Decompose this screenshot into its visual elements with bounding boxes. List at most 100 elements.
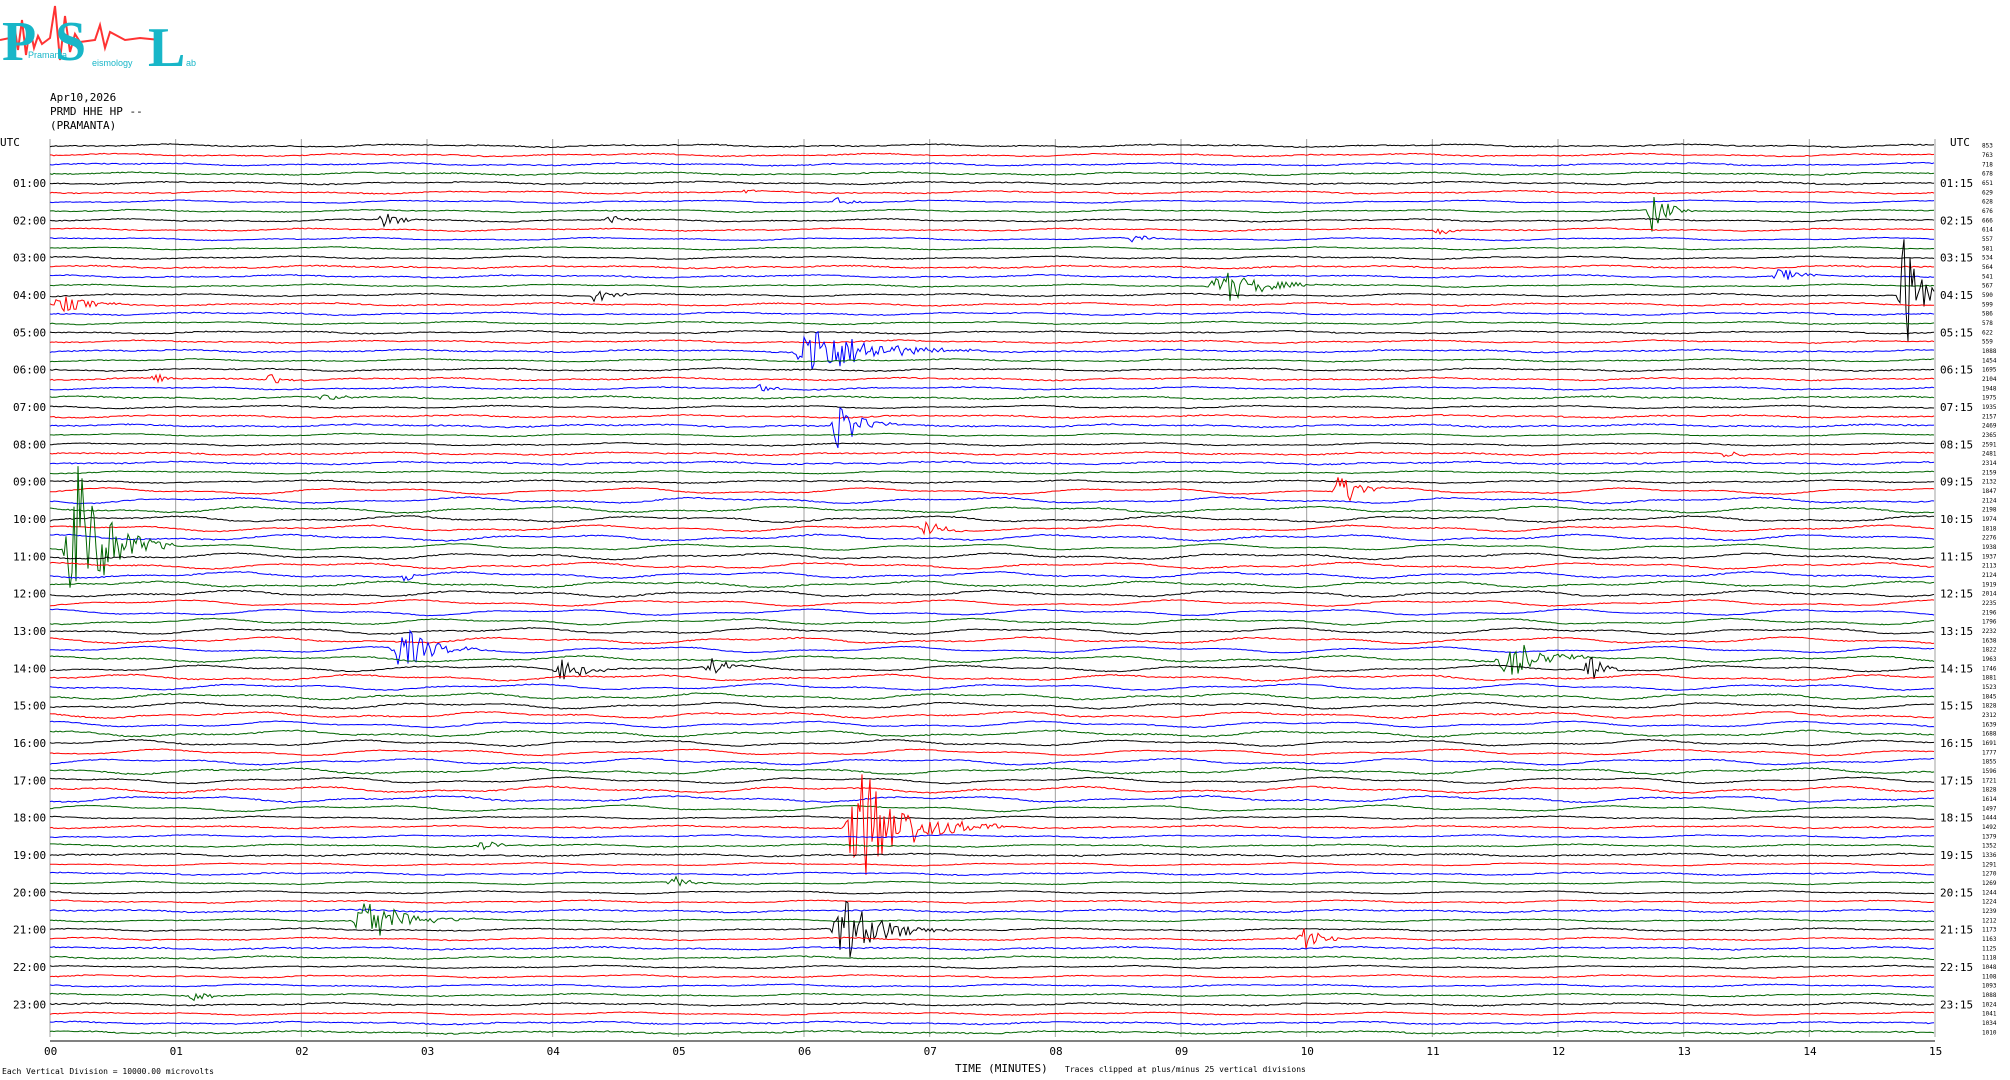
trace-value: 1919 — [1982, 581, 1997, 588]
left-hour-label: 11:00 — [13, 550, 46, 563]
trace-value: 1173 — [1982, 927, 1997, 934]
trace-value: 1088 — [1982, 992, 1997, 999]
trace-value: 2159 — [1982, 469, 1997, 476]
seismic-trace — [49, 329, 1935, 335]
seismic-trace — [49, 955, 1934, 961]
trace-value: 1777 — [1982, 749, 1997, 756]
trace-value: 1975 — [1982, 395, 1997, 402]
trace-value: 1691 — [1982, 740, 1997, 747]
right-hour-label: 04:15 — [1940, 289, 1973, 302]
right-hour-label: 02:15 — [1940, 214, 1973, 227]
trace-value: 2365 — [1982, 432, 1997, 439]
seismic-trace — [49, 394, 1935, 401]
seismic-trace — [49, 561, 1935, 570]
trace-value: 718 — [1982, 161, 1993, 168]
right-hour-label: 08:15 — [1940, 438, 1973, 451]
trace-value: 1379 — [1982, 833, 1997, 840]
seismic-trace — [49, 738, 1935, 748]
right-axis-title: UTC — [1950, 136, 1970, 149]
logo-letter-l: L — [148, 17, 185, 75]
seismic-trace — [49, 692, 1935, 701]
trace-value: 2196 — [1982, 609, 1997, 616]
trace-value: 1688 — [1982, 731, 1997, 738]
logo-seismogram — [0, 5, 161, 61]
right-hour-label: 21:15 — [1940, 924, 1973, 937]
left-hour-label: 08:00 — [13, 438, 46, 451]
left-hour-label: 02:00 — [13, 214, 46, 227]
left-hour-label: 20:00 — [13, 886, 46, 899]
seismic-trace — [50, 841, 1934, 851]
trace-value: 541 — [1982, 273, 1993, 280]
trace-value: 853 — [1982, 143, 1993, 150]
x-tick-label: 05 — [672, 1045, 685, 1058]
trace-value: 651 — [1982, 180, 1993, 187]
trace-value: 2312 — [1982, 712, 1997, 719]
seismic-trace — [49, 928, 1935, 949]
seismic-trace — [49, 451, 1935, 458]
seismic-trace — [50, 629, 1934, 665]
seismic-trace — [50, 834, 1935, 839]
trace-value: 1963 — [1982, 656, 1997, 663]
left-hour-label: 06:00 — [13, 364, 46, 377]
left-axis-title: UTC — [0, 136, 20, 149]
left-hour-label: 16:00 — [13, 737, 46, 750]
trace-value: 2124 — [1982, 572, 1997, 579]
right-hour-label: 13:15 — [1940, 625, 1973, 638]
trace-value: 2591 — [1982, 441, 1997, 448]
right-hour-label: 01:15 — [1940, 177, 1973, 190]
right-hour-label: 23:15 — [1940, 998, 1973, 1011]
seismic-trace — [50, 862, 1935, 867]
seismic-trace — [49, 774, 1935, 875]
seismic-trace — [49, 899, 1935, 904]
seismic-trace — [49, 1029, 1935, 1035]
trace-value: 1352 — [1982, 843, 1997, 850]
left-hour-label: 14:00 — [13, 662, 46, 675]
trace-value: 1746 — [1982, 665, 1997, 672]
seismic-trace — [49, 776, 1934, 785]
seismic-trace — [50, 804, 1935, 813]
trace-value: 586 — [1982, 311, 1993, 318]
logo-letter-s: S — [55, 11, 86, 73]
trace-value: 676 — [1982, 208, 1993, 215]
seismic-trace — [49, 460, 1935, 466]
seismic-trace — [49, 367, 1935, 373]
trace-value: 2157 — [1982, 413, 1997, 420]
trace-value: 581 — [1982, 245, 1993, 252]
seismic-trace — [49, 196, 1935, 232]
right-hour-label: 20:15 — [1940, 886, 1973, 899]
seismic-trace — [49, 852, 1935, 858]
seismic-trace — [50, 442, 1935, 447]
trace-value: 1041 — [1982, 1011, 1997, 1018]
trace-value: 2232 — [1982, 628, 1997, 635]
seismic-trace — [49, 903, 1935, 936]
left-hour-label: 12:00 — [13, 588, 46, 601]
trace-value: 1818 — [1982, 525, 1997, 532]
station-label: PRMD HHE HP -- — [50, 105, 143, 118]
trace-value: 557 — [1982, 236, 1993, 243]
seismic-trace — [49, 143, 1935, 149]
seismic-trace — [50, 235, 1934, 243]
seismic-trace — [49, 469, 1935, 475]
trace-value: 678 — [1982, 171, 1993, 178]
trace-value: 1828 — [1982, 787, 1997, 794]
trace-value: 1847 — [1982, 488, 1997, 495]
trace-value: 1088 — [1982, 348, 1997, 355]
left-hour-label: 13:00 — [13, 625, 46, 638]
seismic-trace — [49, 255, 1935, 261]
trace-value: 1024 — [1982, 1001, 1997, 1008]
seismic-trace — [49, 383, 1935, 392]
seismic-trace — [49, 296, 1935, 313]
seismic-trace — [49, 748, 1935, 757]
seismic-trace — [49, 785, 1935, 794]
seismic-trace — [49, 272, 1935, 301]
left-hour-label: 18:00 — [13, 812, 46, 825]
trace-value: 1492 — [1982, 824, 1997, 831]
trace-value: 534 — [1982, 255, 1993, 262]
trace-value: 1881 — [1982, 675, 1997, 682]
logo-small-1: Pramanta — [28, 50, 67, 60]
trace-value: 1596 — [1982, 768, 1997, 775]
trace-value: 1118 — [1982, 955, 1997, 962]
left-hour-label: 07:00 — [13, 401, 46, 414]
trace-value: 1828 — [1982, 703, 1997, 710]
